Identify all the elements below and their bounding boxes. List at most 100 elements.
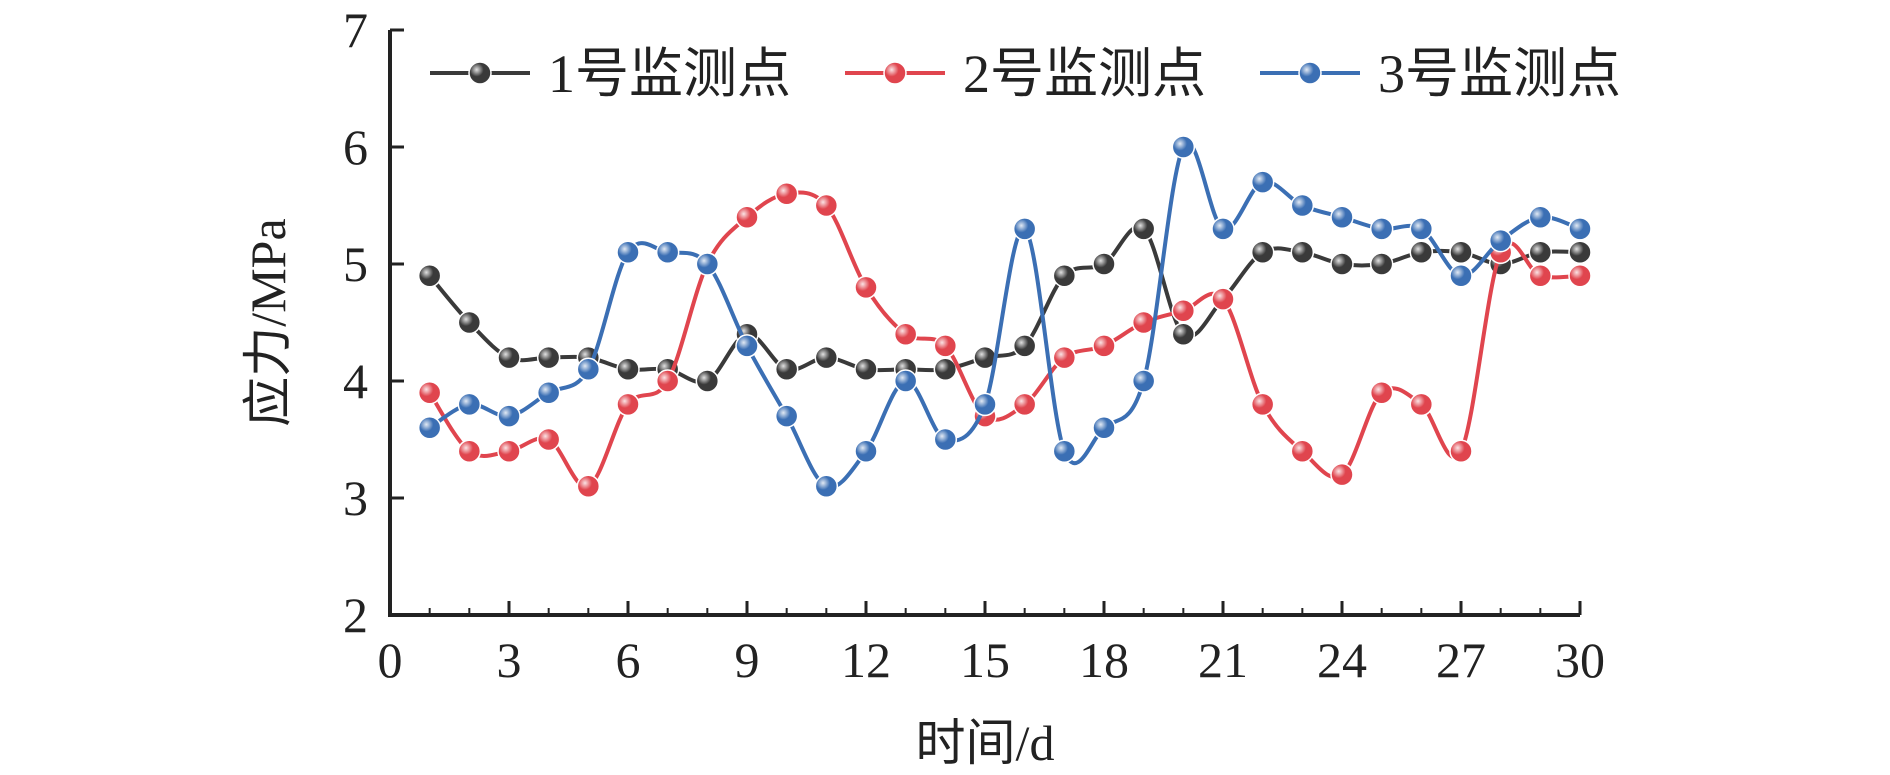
data-point-highlight: [498, 440, 520, 463]
legend-label: 2号监测点: [963, 44, 1206, 104]
data-point-highlight: [855, 276, 877, 299]
data-point-highlight: [1529, 264, 1552, 287]
data-point-highlight: [1212, 217, 1234, 240]
data-point-highlight: [498, 405, 520, 428]
data-point-highlight: [656, 370, 679, 392]
data-point-highlight: [1053, 264, 1076, 287]
data-point-highlight: [458, 440, 481, 463]
data-point-highlight: [1569, 217, 1591, 240]
data-point-highlight: [617, 393, 639, 416]
data-point-highlight: [894, 370, 917, 392]
data-point-highlight: [1370, 253, 1393, 275]
data-point-highlight: [815, 194, 838, 217]
series-3: [417, 135, 1592, 499]
data-point-highlight: [775, 182, 798, 205]
data-point-highlight: [1172, 136, 1195, 158]
data-point-highlight: [1251, 241, 1274, 264]
data-point-highlight: [1331, 206, 1353, 229]
x-tick-label: 12: [841, 632, 891, 688]
legend-item-2: 2号监测点: [845, 44, 1206, 104]
data-point-highlight: [537, 381, 560, 404]
y-axis-title: 应力/MPa: [240, 218, 296, 426]
series-line: [427, 190, 1581, 489]
x-tick-label: 6: [616, 632, 641, 688]
data-point-highlight: [1291, 440, 1314, 463]
y-tick-label: 6: [343, 119, 368, 175]
x-tick-label: 0: [378, 632, 403, 688]
legend-marker-highlight: [469, 62, 491, 84]
data-point-highlight: [1172, 323, 1195, 346]
data-point-highlight: [498, 346, 520, 369]
data-point-highlight: [418, 416, 441, 439]
series-line: [428, 141, 1581, 490]
data-point-highlight: [1212, 288, 1234, 311]
legend-label: 3号监测点: [1378, 44, 1621, 104]
data-point-highlight: [974, 346, 996, 369]
data-point-highlight: [458, 311, 481, 334]
data-point-highlight: [537, 346, 560, 369]
x-tick-label: 21: [1198, 632, 1248, 688]
data-point-highlight: [537, 428, 560, 451]
data-point-highlight: [577, 475, 600, 498]
x-tick-label: 15: [960, 632, 1010, 688]
y-tick-label: 4: [343, 353, 368, 409]
data-point-highlight: [974, 393, 996, 416]
data-point-highlight: [617, 358, 639, 381]
data-point-highlight: [617, 241, 639, 264]
data-point-highlight: [1331, 463, 1353, 486]
data-point-highlight: [815, 346, 838, 369]
x-tick-label: 24: [1317, 632, 1367, 688]
data-point-highlight: [736, 334, 758, 357]
x-tick-label: 18: [1079, 632, 1129, 688]
data-point-highlight: [1410, 241, 1433, 264]
data-point-highlight: [577, 358, 600, 381]
x-tick-label: 9: [735, 632, 760, 688]
y-tick-label: 5: [343, 236, 368, 292]
data-point-highlight: [1013, 393, 1036, 416]
legend-marker-highlight: [884, 62, 906, 84]
data-point-highlight: [1450, 241, 1472, 264]
data-point-highlight: [1251, 393, 1274, 416]
data-point-highlight: [1529, 241, 1552, 264]
data-point-highlight: [1291, 194, 1314, 217]
x-tick-label: 30: [1555, 632, 1605, 688]
data-point-highlight: [1331, 253, 1353, 275]
data-point-highlight: [934, 358, 957, 381]
data-point-highlight: [1132, 217, 1155, 240]
x-tick-label: 27: [1436, 632, 1486, 688]
data-point-highlight: [656, 241, 679, 264]
legend-marker-highlight: [1299, 62, 1321, 84]
series-layer: [417, 135, 1592, 499]
data-point-highlight: [1053, 346, 1076, 369]
legend: 1号监测点 2号监测点 3号监测点: [430, 44, 1621, 104]
data-point-highlight: [934, 428, 957, 451]
data-point-highlight: [775, 358, 798, 381]
legend-label: 1号监测点: [548, 44, 791, 104]
axes: 2 3 4 5 6 7 0 3 6 9 12 15 18 21 24 27 30: [343, 2, 1605, 688]
data-point-highlight: [815, 475, 838, 498]
legend-item-1: 1号监测点: [430, 44, 791, 104]
data-point-highlight: [1529, 206, 1552, 229]
legend-item-3: 3号监测点: [1260, 44, 1621, 104]
data-point-highlight: [1489, 229, 1512, 252]
data-point-highlight: [736, 206, 758, 229]
data-point-highlight: [1132, 370, 1155, 392]
data-point-highlight: [1291, 241, 1314, 264]
data-point-highlight: [1450, 264, 1472, 287]
data-point-highlight: [1132, 311, 1155, 334]
data-point-highlight: [855, 440, 877, 463]
data-point-highlight: [1053, 440, 1076, 463]
data-point-highlight: [1370, 217, 1393, 240]
data-point-highlight: [696, 253, 719, 275]
y-tick-label: 3: [343, 470, 368, 526]
data-point-highlight: [1172, 299, 1195, 322]
data-point-highlight: [418, 264, 441, 287]
data-point-highlight: [1370, 381, 1393, 404]
data-point-highlight: [1251, 171, 1274, 194]
x-tick-label: 3: [497, 632, 522, 688]
data-point-highlight: [1013, 217, 1036, 240]
data-point-highlight: [1569, 241, 1591, 264]
data-point-highlight: [1013, 334, 1036, 357]
data-point-highlight: [855, 358, 877, 381]
